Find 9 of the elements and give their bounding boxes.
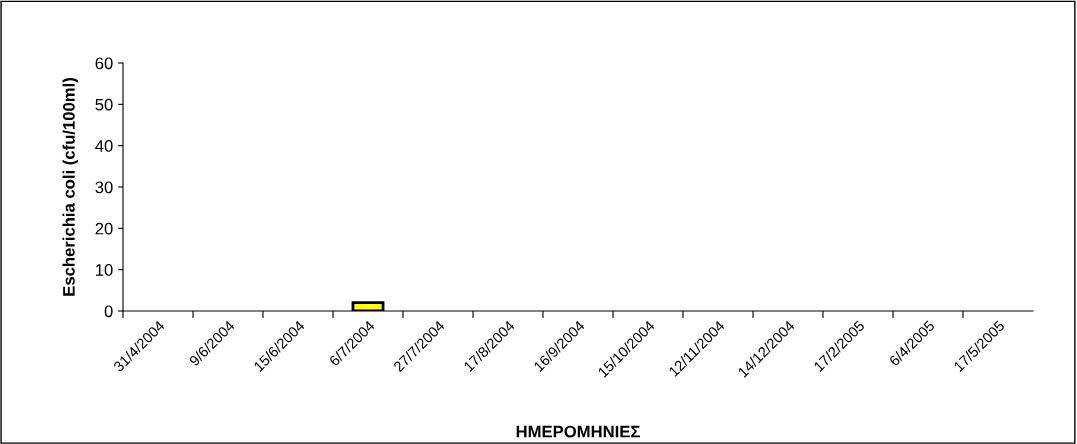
y-tick-label: 20 — [95, 222, 113, 235]
y-tick-label: 10 — [96, 264, 113, 276]
y-tick-label: 40 — [95, 140, 113, 152]
y-tick-label: 50 — [95, 98, 113, 111]
x-axis-title: ΗΜΕΡΟΜΗΝΙΕΣ — [516, 425, 640, 438]
y-tick-label: 30 — [95, 181, 113, 194]
y-tick-label: 0 — [104, 305, 113, 318]
y-axis-title: Escherichia coli (cfu/100ml) — [62, 78, 79, 296]
y-tick-label: 60 — [95, 57, 113, 70]
